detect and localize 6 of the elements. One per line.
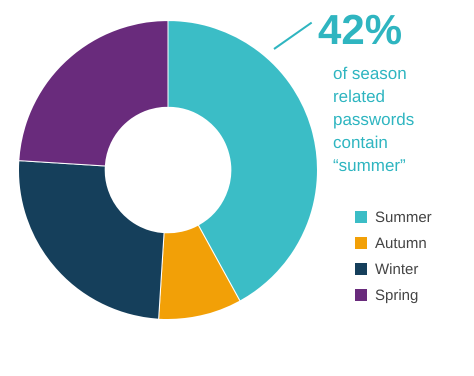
legend-label: Winter	[374, 260, 420, 280]
text: 42%	[318, 6, 402, 54]
legend-label: Summer	[374, 208, 432, 228]
legend-label: Autumn	[374, 234, 428, 254]
legend-label: Spring	[374, 286, 420, 306]
text: of season related passwords contain “summer”	[333, 63, 416, 177]
